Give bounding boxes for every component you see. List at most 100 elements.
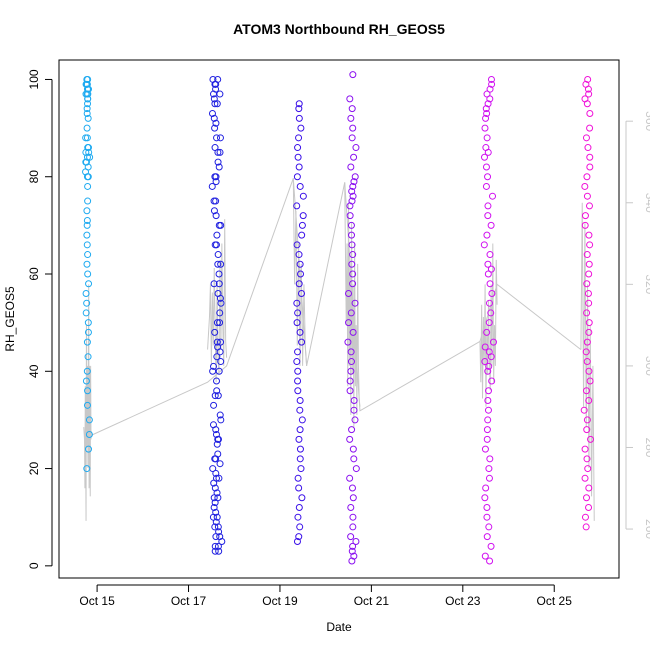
data-point bbox=[349, 542, 357, 550]
data-point bbox=[212, 426, 220, 434]
data-point bbox=[294, 513, 302, 521]
data-point bbox=[293, 358, 301, 366]
data-point bbox=[295, 533, 303, 541]
data-point bbox=[211, 241, 219, 249]
data-point bbox=[214, 435, 222, 443]
data-point bbox=[484, 148, 492, 156]
data-point bbox=[350, 406, 358, 414]
data-point bbox=[350, 396, 358, 404]
data-point bbox=[345, 289, 353, 297]
data-point bbox=[489, 338, 497, 346]
data-points bbox=[82, 71, 595, 565]
data-point bbox=[210, 95, 218, 103]
data-point bbox=[214, 523, 222, 531]
data-point bbox=[346, 212, 354, 220]
y-right-tick-label: 300 bbox=[643, 356, 650, 376]
altitude-connector-line bbox=[91, 178, 582, 436]
data-point bbox=[83, 465, 91, 473]
x-axis-label: Date bbox=[326, 620, 352, 634]
data-point bbox=[483, 426, 491, 434]
data-point bbox=[216, 294, 224, 302]
data-point bbox=[585, 202, 593, 210]
data-point bbox=[211, 328, 219, 336]
data-point bbox=[210, 401, 218, 409]
data-point bbox=[346, 202, 354, 210]
data-point bbox=[484, 406, 492, 414]
data-point bbox=[214, 158, 222, 166]
data-point bbox=[483, 503, 491, 511]
data-point bbox=[83, 241, 91, 249]
data-point bbox=[347, 367, 355, 375]
data-point bbox=[486, 557, 494, 565]
data-point bbox=[210, 494, 218, 502]
x-axis: Oct 15 Oct 17 Oct 19 Oct 21 Oct 23 Oct 25 bbox=[79, 584, 572, 608]
data-point bbox=[210, 114, 218, 122]
data-point bbox=[215, 367, 223, 375]
data-point bbox=[585, 260, 593, 268]
data-point bbox=[83, 338, 91, 346]
data-point bbox=[299, 192, 307, 200]
data-point bbox=[346, 387, 354, 395]
data-point bbox=[215, 474, 223, 482]
data-point bbox=[210, 479, 218, 487]
data-point bbox=[294, 387, 302, 395]
data-point bbox=[216, 533, 224, 541]
data-point bbox=[298, 221, 306, 229]
data-point bbox=[581, 474, 589, 482]
x-tick-label: Oct 15 bbox=[79, 594, 115, 608]
data-point bbox=[299, 212, 307, 220]
data-point bbox=[349, 124, 357, 132]
data-point bbox=[217, 416, 225, 424]
data-point bbox=[585, 396, 593, 404]
data-point bbox=[82, 377, 90, 385]
data-point bbox=[344, 338, 352, 346]
data-point bbox=[347, 114, 355, 122]
data-point bbox=[583, 387, 591, 395]
data-point bbox=[295, 163, 303, 171]
data-point bbox=[583, 280, 591, 288]
data-point bbox=[584, 465, 592, 473]
data-point bbox=[295, 100, 303, 108]
data-point bbox=[297, 465, 305, 473]
data-point bbox=[209, 367, 217, 375]
data-point bbox=[488, 289, 496, 297]
data-point bbox=[583, 192, 591, 200]
data-point bbox=[585, 367, 593, 375]
data-point bbox=[85, 416, 93, 424]
data-point bbox=[211, 124, 219, 132]
data-point bbox=[215, 547, 223, 555]
data-point bbox=[485, 474, 493, 482]
data-point bbox=[82, 309, 90, 317]
data-point bbox=[581, 513, 589, 521]
data-point bbox=[485, 465, 493, 473]
y-tick-label: 0 bbox=[27, 562, 41, 569]
data-point bbox=[484, 416, 492, 424]
data-point bbox=[297, 270, 305, 278]
data-point bbox=[583, 426, 591, 434]
data-point bbox=[483, 110, 491, 118]
data-point bbox=[293, 319, 301, 327]
data-point bbox=[586, 241, 594, 249]
x-tick-label: Oct 21 bbox=[354, 594, 390, 608]
data-point bbox=[214, 542, 222, 550]
data-point bbox=[489, 192, 497, 200]
data-point bbox=[84, 85, 92, 93]
data-point bbox=[298, 338, 306, 346]
data-point bbox=[209, 362, 217, 370]
data-point bbox=[349, 182, 357, 190]
data-point bbox=[213, 353, 221, 361]
data-point bbox=[586, 124, 594, 132]
data-point bbox=[349, 445, 357, 453]
altitude-line-segment bbox=[580, 202, 595, 521]
data-point bbox=[84, 353, 92, 361]
data-point bbox=[217, 358, 225, 366]
y-axis-right: 260 280 300 320 340 360 bbox=[625, 111, 650, 539]
data-point bbox=[349, 513, 357, 521]
data-point bbox=[211, 542, 219, 550]
data-point bbox=[581, 445, 589, 453]
data-point bbox=[350, 178, 358, 186]
data-point bbox=[585, 503, 593, 511]
data-point bbox=[485, 362, 493, 370]
chart-title: ATOM3 Northbound RH_GEOS5 bbox=[233, 21, 445, 37]
data-point bbox=[293, 202, 301, 210]
